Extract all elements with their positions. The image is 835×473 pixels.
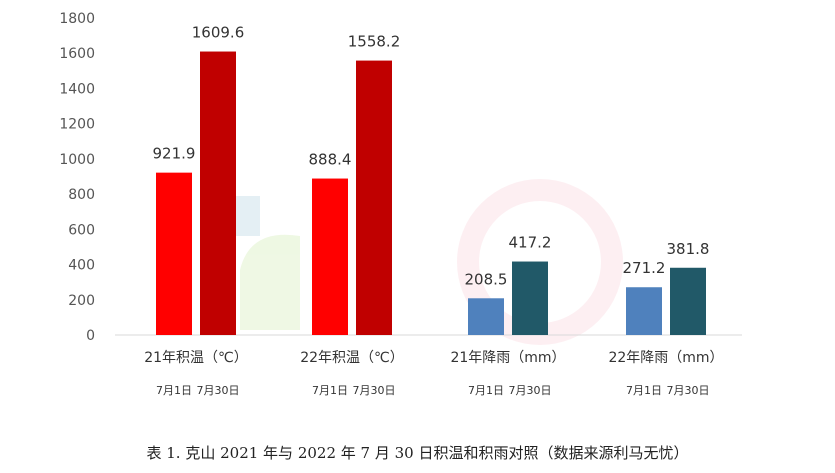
category-sublabel: 7月1日: [156, 384, 192, 397]
bar: [670, 267, 706, 335]
y-tick-label: 1600: [59, 46, 95, 62]
y-tick-label: 1000: [59, 152, 95, 168]
y-tick-label: 0: [86, 328, 95, 344]
y-tick-label: 400: [68, 258, 95, 274]
category-label: 21年降雨（mm）: [450, 350, 565, 366]
category-sublabel: 7月30日: [353, 384, 396, 397]
y-tick-label: 200: [68, 293, 95, 309]
data-label: 888.4: [309, 151, 352, 169]
category-label: 22年积温（℃）: [300, 350, 404, 366]
watermark: [230, 179, 623, 345]
data-label: 208.5: [465, 270, 508, 288]
bar: [512, 261, 548, 335]
category-sublabel: 7月30日: [509, 384, 552, 397]
category-sublabel: 7月30日: [197, 384, 240, 397]
y-tick-label: 600: [68, 222, 95, 238]
chart-bars: [156, 51, 706, 335]
data-label: 921.9: [153, 145, 196, 163]
bar: [200, 51, 236, 335]
y-tick-label: 800: [68, 187, 95, 203]
y-tick-label: 1800: [59, 11, 95, 27]
category-sublabel: 7月1日: [626, 384, 662, 397]
figure-caption: 表 1. 克山 2021 年与 2022 年 7 月 30 日积温和积雨对照（数…: [146, 444, 689, 462]
y-tick-label: 1200: [59, 117, 95, 133]
bar: [356, 60, 392, 335]
category-label: 21年积温（℃）: [144, 350, 248, 366]
bar: [156, 172, 192, 335]
data-label: 271.2: [623, 259, 666, 277]
data-label: 1558.2: [348, 33, 401, 51]
category-sublabel: 7月30日: [667, 384, 710, 397]
data-label: 381.8: [667, 240, 710, 258]
chart-labels: 921.9 7月1日 1609.6 7月30日 21年积温（℃） 888.4 7月1日 155…: [144, 24, 723, 397]
category-label: 22年降雨（mm）: [608, 350, 723, 366]
y-tick-label: 1400: [59, 81, 95, 97]
category-sublabel: 7月1日: [468, 384, 504, 397]
data-label: 417.2: [509, 234, 552, 252]
bar: [312, 178, 348, 335]
category-sublabel: 7月1日: [312, 384, 348, 397]
bar: [626, 287, 662, 335]
data-label: 1609.6: [192, 24, 245, 42]
bar: [468, 298, 504, 335]
